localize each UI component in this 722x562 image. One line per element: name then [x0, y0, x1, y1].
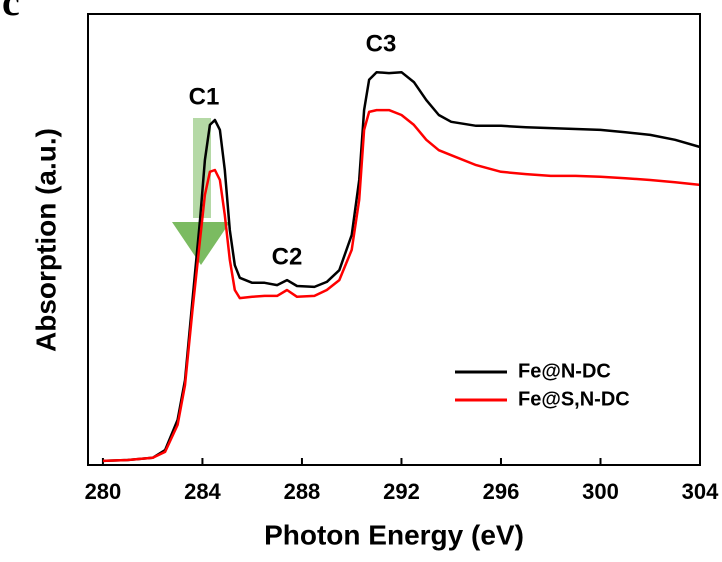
x-tick-label: 300: [582, 479, 619, 504]
legend-label: Fe@N-DC: [518, 360, 611, 382]
x-axis-label: Photon Energy (eV): [264, 519, 524, 550]
x-tick-label: 288: [284, 479, 321, 504]
legend-label: Fe@S,N-DC: [518, 388, 630, 410]
x-tick-label: 296: [483, 479, 520, 504]
plot-frame: [87, 13, 701, 466]
peak-label: C3: [366, 30, 397, 57]
peak-label: C2: [272, 243, 303, 270]
panel-label: c: [2, 0, 20, 24]
series-line: [102, 108, 701, 463]
x-tick-label: 292: [383, 479, 420, 504]
y-axis-label: Absorption (a.u.): [30, 128, 61, 352]
series-line: [102, 70, 701, 463]
peak-label: C1: [189, 83, 220, 110]
arrow-head: [172, 222, 230, 265]
x-tick-label: 280: [85, 479, 122, 504]
x-tick-label: 284: [184, 479, 221, 504]
x-tick-label: 304: [682, 479, 719, 504]
